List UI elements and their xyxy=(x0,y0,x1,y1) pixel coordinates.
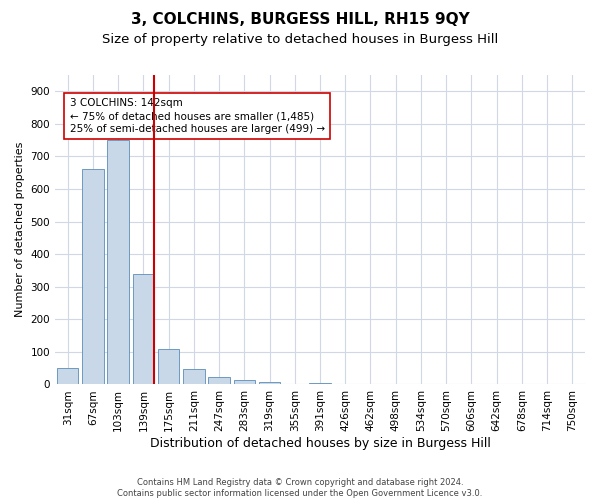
Bar xyxy=(57,368,79,384)
Bar xyxy=(107,140,129,384)
Bar xyxy=(133,274,154,384)
Text: Contains HM Land Registry data © Crown copyright and database right 2024.
Contai: Contains HM Land Registry data © Crown c… xyxy=(118,478,482,498)
Bar xyxy=(158,350,179,384)
Bar xyxy=(183,369,205,384)
Bar xyxy=(259,382,280,384)
Y-axis label: Number of detached properties: Number of detached properties xyxy=(15,142,25,318)
Text: Size of property relative to detached houses in Burgess Hill: Size of property relative to detached ho… xyxy=(102,32,498,46)
Text: 3 COLCHINS: 142sqm
← 75% of detached houses are smaller (1,485)
25% of semi-deta: 3 COLCHINS: 142sqm ← 75% of detached hou… xyxy=(70,98,325,134)
Bar xyxy=(309,383,331,384)
Bar xyxy=(233,380,255,384)
Text: 3, COLCHINS, BURGESS HILL, RH15 9QY: 3, COLCHINS, BURGESS HILL, RH15 9QY xyxy=(131,12,469,28)
X-axis label: Distribution of detached houses by size in Burgess Hill: Distribution of detached houses by size … xyxy=(149,437,490,450)
Bar xyxy=(208,378,230,384)
Bar xyxy=(82,170,104,384)
